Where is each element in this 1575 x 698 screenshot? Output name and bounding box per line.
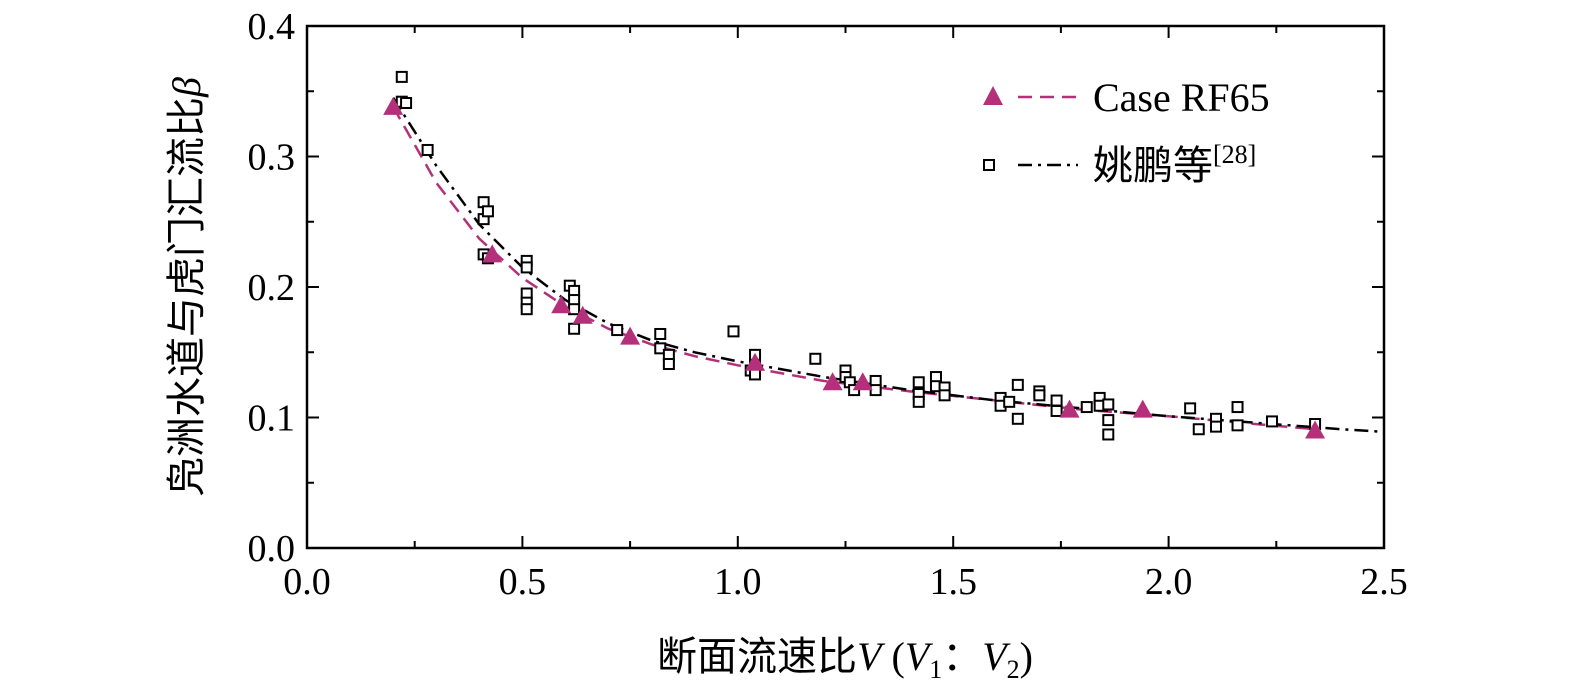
data-point-yao — [810, 354, 820, 364]
data-point-yao — [401, 98, 411, 108]
data-point-yao — [914, 377, 924, 387]
data-point-yao — [1013, 414, 1023, 424]
data-point-case-rf65 — [745, 353, 765, 371]
y-tick-label: 0.1 — [248, 398, 296, 440]
x-tick-label: 1.5 — [929, 561, 977, 603]
data-point-yao — [1103, 429, 1113, 439]
data-point-yao — [612, 325, 622, 335]
data-points — [383, 72, 1325, 440]
y-axis-label-main: 凫洲水道与虎门汇流比 — [164, 97, 209, 497]
data-point-yao — [1013, 380, 1023, 390]
data-point-yao — [1103, 415, 1113, 425]
x-axis-label-close: ) — [1020, 634, 1033, 679]
data-point-yao — [522, 304, 532, 314]
legend: Case RF65 姚鹏等[28] — [983, 75, 1270, 188]
legend-label-yao-name: 姚鹏等 — [1093, 143, 1213, 188]
data-point-yao — [1052, 396, 1062, 406]
data-point-yao — [1052, 406, 1062, 416]
legend-label-case-rf65: Case RF65 — [1093, 75, 1270, 120]
chart: 0.0 0.5 1.0 1.5 2.0 2.5 0.0 0.1 0.2 0.3 0.4 断面流速比… — [0, 0, 1575, 698]
data-point-yao — [522, 262, 532, 272]
legend-label-yao: 姚鹏等[28] — [1093, 140, 1256, 188]
data-point-yao — [1004, 397, 1014, 407]
data-point-yao — [1233, 402, 1243, 412]
y-tick-label: 0.2 — [248, 267, 296, 309]
y-tick-label: 0.4 — [248, 6, 296, 48]
data-point-yao — [483, 206, 493, 216]
legend-marker-case-rf65 — [983, 86, 1003, 105]
data-point-yao — [1034, 390, 1044, 400]
data-point-yao — [914, 397, 924, 407]
data-point-case-rf65 — [1133, 400, 1153, 418]
y-axis-label: 凫洲水道与虎门汇流比β — [164, 77, 209, 497]
legend-marker-yao — [984, 160, 994, 170]
x-tick-labels: 0.0 0.5 1.0 1.5 2.0 2.5 — [283, 561, 1408, 603]
y-tick-label: 0.0 — [248, 528, 296, 570]
data-point-yao — [1082, 402, 1092, 412]
x-tick-label: 0.5 — [499, 561, 547, 603]
x-axis-label-open: ( — [881, 634, 904, 679]
x-axis-label-sub2: 2 — [1007, 655, 1020, 684]
x-tick-label: 2.0 — [1145, 561, 1193, 603]
data-point-yao — [1194, 424, 1204, 434]
data-point-yao — [1211, 422, 1221, 432]
x-tick-label: 1.0 — [714, 561, 762, 603]
data-point-yao — [1267, 416, 1277, 426]
x-axis-label-main: 断面流速比 — [657, 634, 857, 679]
data-point-yao — [569, 324, 579, 334]
data-point-yao — [397, 72, 407, 82]
data-point-yao — [1185, 403, 1195, 413]
data-point-yao — [940, 390, 950, 400]
x-axis-label-sep: ： — [942, 634, 982, 679]
x-tick-label: 2.5 — [1360, 561, 1408, 603]
y-tick-labels: 0.0 0.1 0.2 0.3 0.4 — [248, 6, 296, 570]
data-point-yao — [664, 359, 674, 369]
data-point-yao — [423, 145, 433, 155]
x-axis-label: 断面流速比V (V1：V2) — [657, 634, 1033, 684]
data-point-yao — [728, 326, 738, 336]
legend-label-yao-sup: [28] — [1213, 140, 1256, 169]
x-axis-label-sub1: 1 — [929, 655, 942, 684]
data-point-yao — [750, 369, 760, 379]
data-point-yao — [1103, 399, 1113, 409]
data-point-yao — [1233, 420, 1243, 430]
y-axis-label-beta: β — [164, 77, 209, 98]
y-tick-label: 0.3 — [248, 137, 296, 179]
data-point-yao — [655, 329, 665, 339]
